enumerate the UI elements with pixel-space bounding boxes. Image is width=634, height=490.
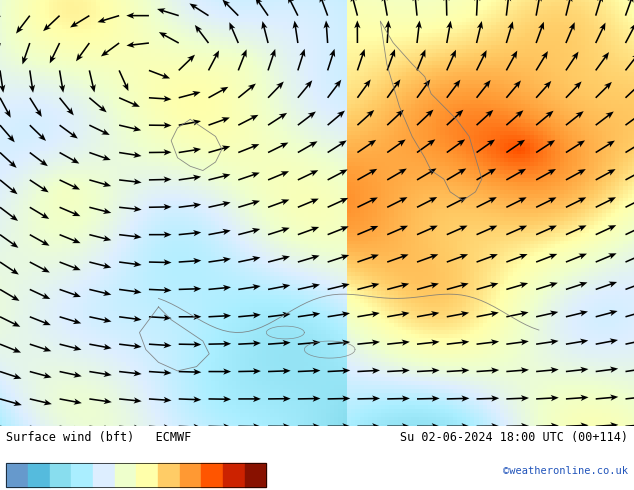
Bar bbox=[115, 463, 136, 488]
Bar bbox=[49, 463, 71, 488]
Bar bbox=[136, 463, 158, 488]
Text: Surface wind (bft)   ECMWF: Surface wind (bft) ECMWF bbox=[6, 431, 191, 444]
Bar bbox=[158, 463, 179, 488]
Bar bbox=[245, 463, 266, 488]
Bar bbox=[179, 463, 202, 488]
Bar bbox=[93, 463, 115, 488]
Bar bbox=[6, 463, 28, 488]
Text: ©weatheronline.co.uk: ©weatheronline.co.uk bbox=[503, 466, 628, 476]
Bar bbox=[71, 463, 93, 488]
Bar bbox=[6, 463, 266, 488]
Bar bbox=[28, 463, 49, 488]
Bar bbox=[202, 463, 223, 488]
Text: Su 02-06-2024 18:00 UTC (00+114): Su 02-06-2024 18:00 UTC (00+114) bbox=[399, 431, 628, 444]
Bar bbox=[223, 463, 245, 488]
